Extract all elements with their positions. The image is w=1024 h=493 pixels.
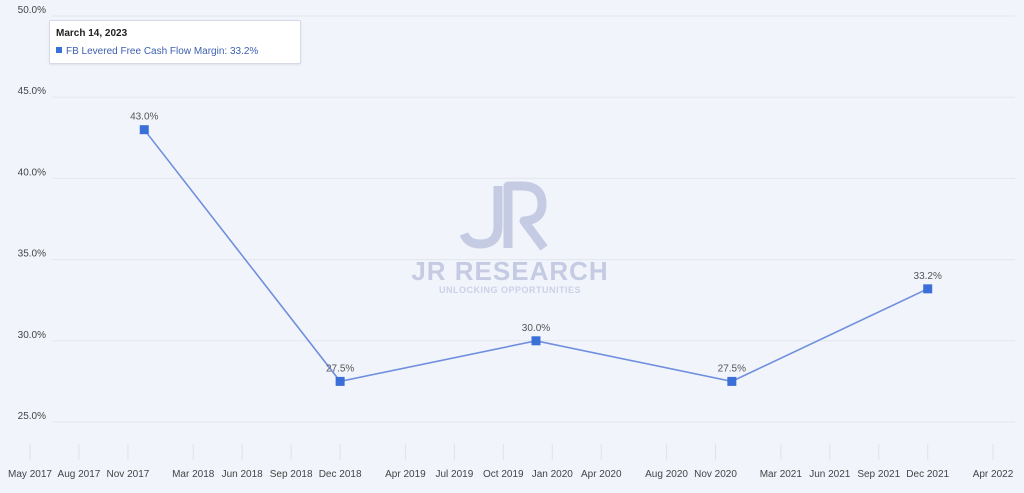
x-tick-label: Mar 2018 [172, 469, 215, 480]
x-tick-label: Aug 2020 [645, 469, 688, 480]
data-label: 33.2% [914, 271, 942, 282]
data-point [727, 376, 737, 386]
data-label: 30.0% [522, 323, 550, 334]
data-label: 27.5% [718, 363, 746, 374]
x-tick-label: Nov 2020 [694, 469, 737, 480]
y-tick-label: 40.0% [18, 167, 46, 178]
x-tick-label: Oct 2019 [483, 469, 524, 480]
legend-date: March 14, 2023 [56, 28, 128, 39]
series-layer: 43.0% 27.5% 30.0% 27.5% 33.2% [130, 112, 942, 386]
x-tick-label: Apr 2020 [581, 469, 622, 480]
watermark-title: JR RESEARCH [411, 256, 609, 286]
y-axis-ticks: 25.0% 30.0% 35.0% 40.0% 45.0% 50.0% [18, 5, 46, 422]
x-tick-label: Sep 2021 [857, 469, 900, 480]
x-tick-label: Apr 2019 [385, 469, 426, 480]
x-axis-ticks: May 2017 Aug 2017 Nov 2017 Mar 2018 Jun 2018… [8, 444, 1014, 480]
x-tick-label: Jun 2021 [809, 469, 851, 480]
x-tick-label: Nov 2017 [107, 469, 150, 480]
y-tick-label: 45.0% [18, 86, 46, 97]
jr-logo-icon [459, 181, 548, 251]
x-tick-label: Apr 2022 [973, 469, 1014, 480]
data-label: 43.0% [130, 112, 158, 123]
x-tick-label: Jun 2018 [222, 469, 264, 480]
x-tick-label: Jan 2020 [532, 469, 574, 480]
watermark: JR RESEARCH UNLOCKING OPPORTUNITIES [380, 178, 640, 308]
x-tick-label: Dec 2021 [906, 469, 949, 480]
legend-series-label: FB Levered Free Cash Flow Margin: 33.2% [66, 46, 259, 57]
y-tick-label: 50.0% [18, 5, 46, 16]
data-point [923, 284, 933, 294]
x-tick-label: Sep 2018 [270, 469, 313, 480]
x-tick-label: Aug 2017 [58, 469, 101, 480]
y-tick-label: 25.0% [18, 411, 46, 422]
data-label: 27.5% [326, 363, 354, 374]
data-point [531, 336, 541, 346]
legend-series-row: FB Levered Free Cash Flow Margin: 33.2% [56, 46, 258, 57]
data-point [139, 125, 149, 135]
grid-layer [52, 15, 1015, 423]
watermark-subtitle: UNLOCKING OPPORTUNITIES [438, 285, 581, 295]
x-tick-label: Mar 2021 [760, 469, 803, 480]
tooltip-legend: March 14, 2023 FB Levered Free Cash Flow… [49, 20, 301, 64]
legend-swatch-icon [56, 47, 62, 53]
x-tick-label: May 2017 [8, 469, 52, 480]
y-tick-label: 35.0% [18, 249, 46, 260]
y-tick-label: 30.0% [18, 330, 46, 341]
x-tick-label: Dec 2018 [319, 469, 362, 480]
x-tick-label: Jul 2019 [435, 469, 473, 480]
data-point [335, 376, 345, 386]
